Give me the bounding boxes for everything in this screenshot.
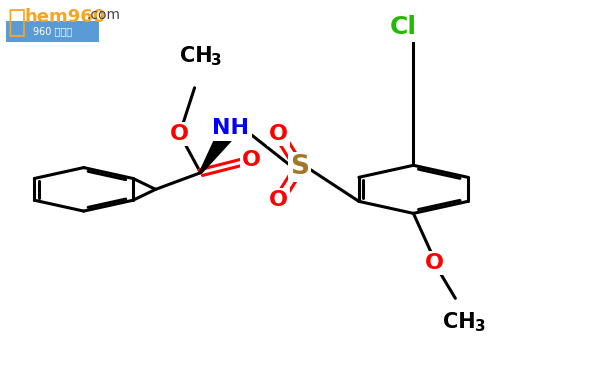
Text: S: S <box>290 154 309 180</box>
Text: 960 化工网: 960 化工网 <box>33 26 72 36</box>
Text: O: O <box>170 124 189 144</box>
Text: Ｌ: Ｌ <box>7 8 25 38</box>
Text: CH: CH <box>180 46 212 66</box>
Text: 3: 3 <box>211 53 221 68</box>
Text: NH: NH <box>212 118 249 138</box>
Polygon shape <box>200 133 234 173</box>
Text: CH: CH <box>443 312 476 332</box>
Text: O: O <box>242 150 261 170</box>
Text: O: O <box>425 253 444 273</box>
Text: Cl: Cl <box>390 15 417 39</box>
Text: O: O <box>269 190 288 210</box>
Text: .com: .com <box>87 8 121 22</box>
Text: hem960: hem960 <box>25 8 106 26</box>
FancyBboxPatch shape <box>6 21 99 42</box>
Text: O: O <box>269 124 288 144</box>
Text: 3: 3 <box>474 319 485 334</box>
